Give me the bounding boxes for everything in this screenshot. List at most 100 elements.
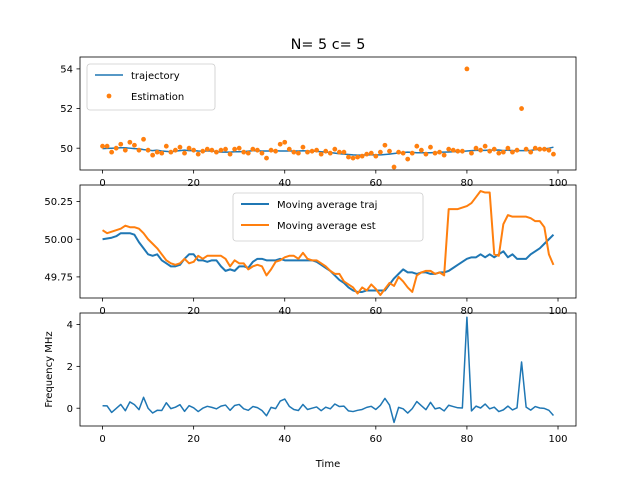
y-tick-label: 2 <box>67 362 73 373</box>
estimation-point <box>473 145 479 151</box>
y-tick-label: 49.75 <box>44 273 73 284</box>
estimation-point <box>209 147 215 153</box>
estimation-point <box>496 150 502 156</box>
y-tick-label: 54 <box>60 64 73 75</box>
estimation-point <box>396 149 401 155</box>
estimation-point <box>163 143 169 149</box>
estimation-point <box>118 141 124 147</box>
axes-frame <box>79 312 577 427</box>
estimation-point <box>487 148 493 154</box>
estimation-point <box>259 150 265 156</box>
estimation-point <box>346 154 351 160</box>
x-tick-label: 40 <box>278 306 291 317</box>
x-tick-label: 20 <box>187 306 200 317</box>
legend-label: trajectory <box>131 71 180 82</box>
estimation-point <box>186 145 192 151</box>
estimation-point <box>469 150 474 156</box>
estimation-point <box>418 147 424 153</box>
estimation-point <box>273 148 279 154</box>
estimation-point <box>327 150 333 156</box>
legend-label: Moving average est <box>277 221 376 232</box>
estimation-point <box>145 147 151 153</box>
y-tick-label: 52 <box>60 104 73 115</box>
estimation-point <box>136 147 142 153</box>
estimation-point <box>409 150 415 156</box>
estimation-point <box>300 144 306 150</box>
estimation-point <box>446 146 452 152</box>
estimation-point <box>173 147 178 153</box>
estimation-point <box>195 151 201 157</box>
series-group <box>102 316 555 424</box>
estimation-point <box>364 151 370 157</box>
x-tick-label: 60 <box>369 434 382 445</box>
estimation-point <box>268 147 274 153</box>
legend-label: Moving average traj <box>277 200 377 211</box>
x-tick-label: 60 <box>369 306 382 317</box>
estimation-point <box>191 147 197 153</box>
estimation-point <box>154 149 160 155</box>
y-tick-label: 50.25 <box>44 197 73 208</box>
estimation-point <box>505 145 511 151</box>
estimation-point <box>537 146 543 152</box>
x-tick-label: 0 <box>99 306 105 317</box>
estimation-point <box>519 106 524 111</box>
estimation-point <box>277 141 283 147</box>
series-group <box>101 190 555 296</box>
estimation-point <box>109 149 115 155</box>
estimation-point <box>414 143 420 149</box>
bottom-panel-frequency: 0 20 40 60 80 100 0 2 4 Time Frequency MHz <box>44 312 577 470</box>
x-tick-label: 100 <box>548 178 567 189</box>
estimation-point <box>286 146 292 152</box>
estimation-point <box>455 148 461 154</box>
estimation-point <box>551 151 556 157</box>
estimation-point <box>450 147 456 153</box>
estimation-point <box>350 155 356 161</box>
series-line-frequency <box>102 316 555 424</box>
x-tick-label: 100 <box>548 306 567 317</box>
estimation-point <box>223 146 228 152</box>
estimation-point <box>168 149 174 155</box>
estimation-point <box>441 152 447 158</box>
estimation-point <box>113 145 119 151</box>
y-tick-label: 50.00 <box>44 235 73 246</box>
estimation-point <box>387 148 392 154</box>
estimation-point <box>382 142 388 148</box>
estimation-point <box>514 147 520 153</box>
x-axis-label: Time <box>315 459 340 470</box>
estimation-point <box>255 147 260 153</box>
estimation-point <box>291 149 297 155</box>
estimation-point <box>127 139 133 145</box>
estimation-point <box>510 149 515 155</box>
middle-panel-moving-averages: 0 20 40 60 80 100 49.75 50.00 50.25 Moving averag… <box>44 184 577 317</box>
estimation-point <box>391 164 397 170</box>
estimation-point <box>132 142 137 148</box>
x-tick-label: 40 <box>278 178 291 189</box>
x-tick-label: 80 <box>461 434 474 445</box>
legend-label: Estimation <box>131 92 184 103</box>
x-tick-label: 100 <box>548 434 567 445</box>
estimation-point <box>204 146 210 152</box>
series-line-moving-average-est <box>101 190 555 296</box>
legend-box <box>232 192 424 242</box>
estimation-point <box>491 146 497 152</box>
estimation-point <box>309 148 315 154</box>
x-tick-label: 80 <box>461 306 474 317</box>
series-group <box>100 66 556 170</box>
x-tick-label: 0 <box>99 178 105 189</box>
estimation-point <box>150 152 156 158</box>
estimation-point <box>264 155 269 161</box>
estimation-point <box>532 145 538 151</box>
estimation-point <box>182 150 187 156</box>
estimation-point <box>459 148 465 154</box>
estimation-point <box>214 149 219 155</box>
estimation-point <box>428 144 433 150</box>
estimation-point <box>478 147 483 153</box>
y-tick-label: 4 <box>67 320 73 331</box>
estimation-point <box>500 149 506 155</box>
estimation-point <box>423 151 429 157</box>
estimation-point <box>541 146 547 152</box>
estimation-point <box>245 150 251 156</box>
y-tick-label: 50 <box>60 144 73 155</box>
estimation-point <box>236 145 242 151</box>
